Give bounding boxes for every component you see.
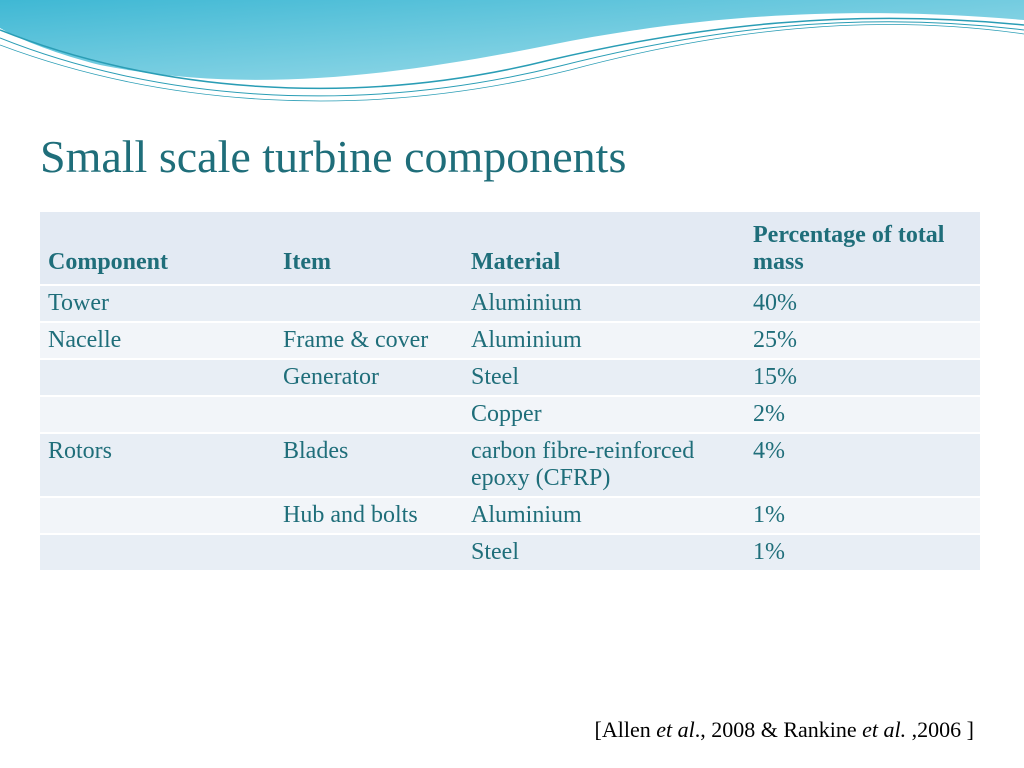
table-cell: 40% (745, 286, 980, 321)
table-cell: Frame & cover (275, 323, 463, 358)
table-cell: Aluminium (463, 498, 745, 533)
table-cell: Hub and bolts (275, 498, 463, 533)
table-cell (40, 360, 275, 395)
table-body: TowerAluminium40%NacelleFrame & coverAlu… (40, 286, 980, 570)
table-cell: Blades (275, 434, 463, 496)
table-cell: Aluminium (463, 286, 745, 321)
table-cell: Copper (463, 397, 745, 432)
table-cell: Steel (463, 535, 745, 570)
table-row: Tower Aluminium40% (40, 286, 980, 321)
table-cell: Aluminium (463, 323, 745, 358)
table-cell: 25% (745, 323, 980, 358)
table-column-header: Item (275, 212, 463, 284)
table-cell (275, 286, 463, 321)
components-table: ComponentItemMaterialPercentage of total… (40, 210, 980, 572)
table-cell: 4% (745, 434, 980, 496)
table-cell: 1% (745, 498, 980, 533)
table-cell: carbon fibre-reinforced epoxy (CFRP) (463, 434, 745, 496)
table-row: Steel1% (40, 535, 980, 570)
table-column-header: Percentage of total mass (745, 212, 980, 284)
table-row: Copper2% (40, 397, 980, 432)
table-cell: 15% (745, 360, 980, 395)
table-cell: Generator (275, 360, 463, 395)
table-header-row: ComponentItemMaterialPercentage of total… (40, 212, 980, 284)
table-row: NacelleFrame & coverAluminium25% (40, 323, 980, 358)
table-cell: 2% (745, 397, 980, 432)
table-cell: Nacelle (40, 323, 275, 358)
page-title: Small scale turbine components (40, 130, 626, 183)
table-cell (40, 397, 275, 432)
table-cell: Rotors (40, 434, 275, 496)
table-column-header: Material (463, 212, 745, 284)
components-table-container: ComponentItemMaterialPercentage of total… (40, 210, 980, 572)
table-row: RotorsBladescarbon fibre-reinforced epox… (40, 434, 980, 496)
table-row: GeneratorSteel15% (40, 360, 980, 395)
table-cell: Tower (40, 286, 275, 321)
table-row: Hub and boltsAluminium1% (40, 498, 980, 533)
table-cell: Steel (463, 360, 745, 395)
header-wave-decoration (0, 0, 1024, 140)
citation-text: [Allen et al., 2008 & Rankine et al. ,20… (595, 717, 974, 743)
table-cell: 1% (745, 535, 980, 570)
table-cell (275, 535, 463, 570)
table-cell (40, 498, 275, 533)
table-cell (40, 535, 275, 570)
table-cell (275, 397, 463, 432)
table-column-header: Component (40, 212, 275, 284)
